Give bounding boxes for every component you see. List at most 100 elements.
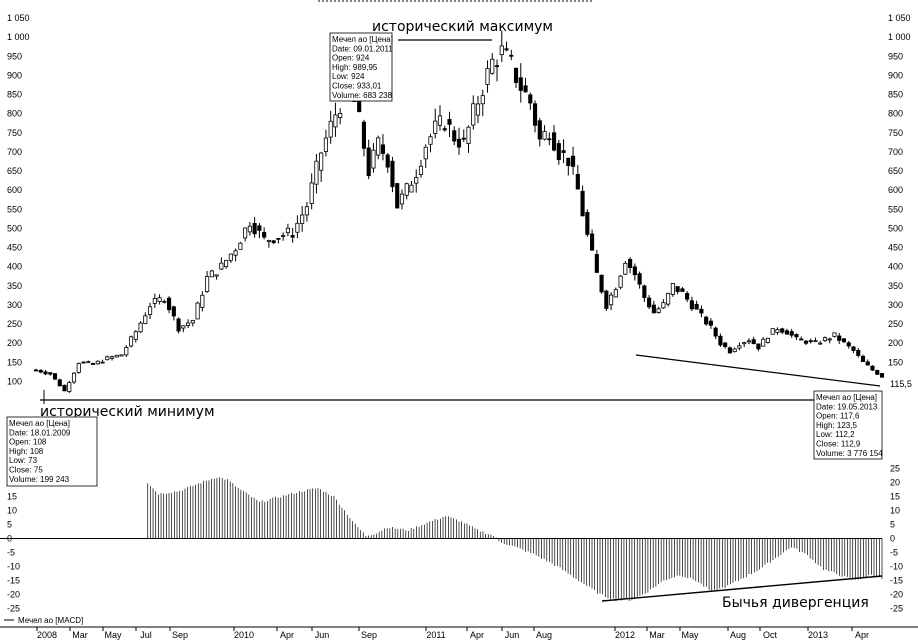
x-tick-label: Aug xyxy=(730,630,746,640)
x-tick-label: Apr xyxy=(470,630,484,640)
candle-body xyxy=(361,121,367,149)
x-tick-label: Oct xyxy=(763,630,778,640)
candle-body xyxy=(252,223,257,235)
candle-body xyxy=(708,320,713,326)
candle-body xyxy=(841,338,847,343)
price-tick-right: 250 xyxy=(888,319,903,329)
candle-body xyxy=(428,136,433,145)
min-label: исторический минимум xyxy=(40,404,215,420)
candle-body xyxy=(642,285,647,298)
candle-body xyxy=(875,370,880,375)
max-label: исторический максимум xyxy=(372,19,553,35)
candle-body xyxy=(81,361,86,364)
candle-body xyxy=(837,335,842,341)
candle-body xyxy=(442,128,447,131)
candle-body xyxy=(822,337,828,341)
candle-body xyxy=(57,379,62,387)
price-tick-right: 150 xyxy=(888,357,903,367)
candle-body xyxy=(494,65,500,68)
info-box-line: Low: 73 xyxy=(9,456,38,465)
candle-body xyxy=(618,275,623,288)
candle-body xyxy=(186,322,191,326)
candle-body xyxy=(528,94,533,104)
price-axis: 1001001501502002002502503003003503504004… xyxy=(7,13,911,386)
info-box-line: Open: 924 xyxy=(332,54,370,63)
x-tick-label: Aug xyxy=(536,630,552,640)
price-tick-left: 850 xyxy=(7,90,22,100)
macd-tick-right: -10 xyxy=(890,561,903,571)
candle-body xyxy=(647,297,652,308)
candle-body xyxy=(566,157,571,167)
candle-body xyxy=(338,112,343,119)
price-tick-left: 450 xyxy=(7,243,22,253)
price-tick-right: 300 xyxy=(888,300,903,310)
candle-body xyxy=(171,306,176,317)
candle-body xyxy=(262,232,267,238)
info-box-line: Мечел ао [Цена] xyxy=(332,35,393,44)
candle-body xyxy=(604,290,609,309)
candle-body xyxy=(371,149,376,169)
candle-body xyxy=(214,274,219,277)
macd-tick-right: 0 xyxy=(890,534,895,544)
price-tick-right: 800 xyxy=(888,109,903,119)
price-tick-left: 250 xyxy=(7,319,22,329)
macd-tick-right: 10 xyxy=(890,506,900,516)
candle-body xyxy=(409,184,414,193)
candle-body xyxy=(775,329,780,333)
candle-body xyxy=(167,297,172,311)
candle-body xyxy=(295,222,300,233)
candle-body xyxy=(38,369,43,373)
candle-body xyxy=(499,45,504,56)
candle-body xyxy=(380,144,386,154)
candle-body xyxy=(518,77,523,91)
candle-body xyxy=(742,342,747,345)
price-tick-right: 750 xyxy=(888,128,903,138)
candle-body xyxy=(803,340,809,344)
candle-body xyxy=(399,193,405,205)
candle-body xyxy=(727,347,732,354)
x-tick-label: Apr xyxy=(280,630,294,640)
candle-body xyxy=(52,373,58,380)
macd-tick-left: -10 xyxy=(7,561,20,571)
candle-body xyxy=(62,384,67,392)
candle-body xyxy=(385,154,390,168)
candle-body xyxy=(704,316,709,325)
macd-tick-right: 25 xyxy=(890,464,900,474)
candle-body xyxy=(404,183,409,196)
candle-body xyxy=(718,335,723,346)
candle-body xyxy=(818,342,823,345)
x-tick-label: 2010 xyxy=(234,630,254,640)
macd-tick-left: -25 xyxy=(7,603,20,613)
candle-body xyxy=(224,259,229,268)
candle-body xyxy=(832,332,837,337)
info-box-line: Volume: 3 776 154 xyxy=(816,449,883,458)
candle-body xyxy=(285,227,290,234)
candle-body xyxy=(532,103,538,126)
candle-body xyxy=(870,365,875,371)
price-tick-right: 400 xyxy=(888,262,903,272)
info-box-line: Date: 18.01.2009 xyxy=(9,428,71,437)
price-tick-right: 850 xyxy=(888,90,903,100)
candle-body xyxy=(76,363,81,373)
last-price-bg xyxy=(886,378,916,390)
x-tick-label: 2008 xyxy=(37,630,57,640)
last-price-label: 115,5 xyxy=(890,379,912,389)
macd-divergence-line xyxy=(601,575,883,602)
price-tick-right: 650 xyxy=(888,166,903,176)
candle-body xyxy=(737,345,742,349)
price-candles xyxy=(33,30,885,394)
candle-body xyxy=(590,233,595,251)
candle-body xyxy=(694,303,699,310)
candle-body xyxy=(181,325,186,329)
info-box-line: Volume: 683 238 xyxy=(332,91,393,100)
candle-body xyxy=(209,270,214,278)
candle-body xyxy=(200,294,205,308)
candle-body xyxy=(761,338,766,347)
candle-body xyxy=(856,349,861,356)
candle-body xyxy=(504,48,509,51)
candle-body xyxy=(304,206,309,216)
candle-body xyxy=(437,115,443,126)
price-tick-left: 550 xyxy=(7,204,22,214)
info-box-line: Мечел ао [Цена] xyxy=(9,419,70,428)
